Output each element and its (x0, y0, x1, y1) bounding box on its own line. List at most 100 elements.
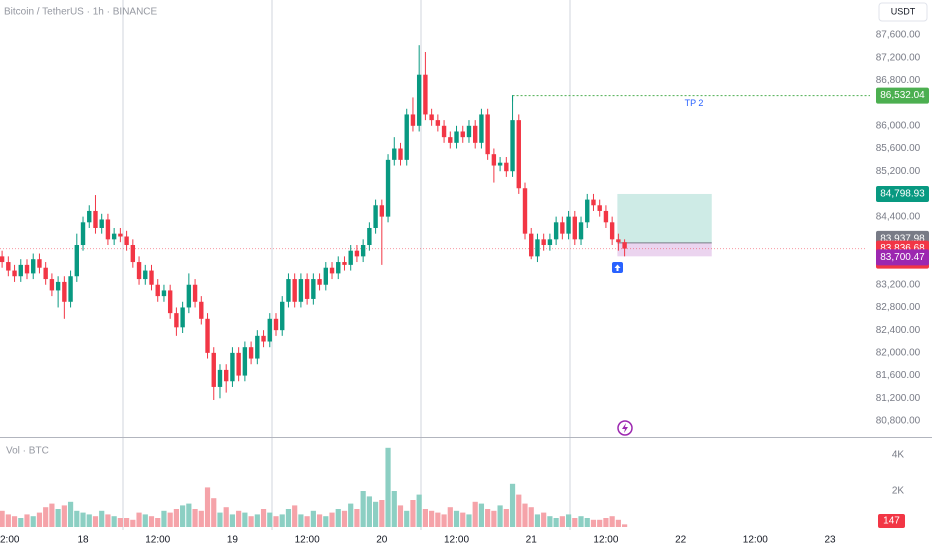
volume-bar (173, 509, 179, 527)
stop-zone (617, 242, 712, 257)
candle-body (473, 125, 478, 143)
candle-body (416, 74, 422, 126)
volume-bar (572, 518, 578, 527)
volume-bar (204, 487, 211, 527)
candle-body (354, 250, 360, 257)
x-tick-label: 21 (526, 535, 538, 546)
currency-box[interactable] (878, 2, 928, 22)
y-tick-label: 87,200.00 (876, 52, 921, 63)
volume-bar (348, 503, 354, 527)
y-tick-label: 86,800.00 (876, 75, 921, 86)
x-tick-label: 2:00 (0, 535, 20, 546)
event-icon[interactable] (617, 420, 633, 436)
candle-body (541, 239, 546, 246)
candle-body (560, 222, 565, 234)
volume-bar (24, 514, 30, 527)
candle-body (609, 222, 615, 240)
candle-body (304, 279, 310, 299)
candle-body (255, 335, 260, 359)
volume-bar (5, 514, 11, 527)
candle-body (591, 199, 596, 206)
volume-bar (124, 518, 130, 527)
y-tick-label: 82,400.00 (876, 325, 921, 336)
volume-bar (379, 500, 385, 527)
candle-body (423, 74, 428, 115)
volume-bar (597, 519, 603, 527)
volume-bar (161, 510, 167, 527)
volume-bar (528, 507, 534, 527)
candle-body (485, 114, 490, 155)
candle-body (217, 369, 223, 387)
y-tick-label: 80,800.00 (876, 416, 921, 427)
volume-bar (435, 512, 441, 527)
volume-tick-label: 4K (892, 450, 905, 461)
candle-body (186, 284, 192, 308)
volume-bar (609, 516, 615, 527)
volume-bar (603, 518, 609, 527)
volume-bar (80, 512, 86, 527)
candle-body (43, 267, 48, 280)
volume-bar (466, 514, 472, 527)
candle-body (12, 270, 17, 277)
candle-body (161, 290, 167, 297)
candle-body (553, 222, 559, 240)
volume-bar (397, 505, 404, 527)
entry-text: 83,937.98 (880, 233, 925, 244)
volume-bar (279, 514, 285, 527)
y-tick-label: 86,000.00 (876, 120, 921, 131)
volume-bar (67, 501, 74, 527)
y-tick-label: 81,600.00 (876, 370, 921, 381)
candle-body (597, 205, 602, 211)
candle-body (167, 290, 173, 314)
candle-body (49, 279, 55, 291)
candle-body (37, 259, 42, 268)
volume-bar (43, 507, 49, 527)
volume-bar (373, 501, 379, 527)
x-tick-label: 12:00 (295, 535, 320, 546)
candle-body (336, 262, 341, 274)
volume-bar (49, 503, 55, 527)
volume-bar (503, 509, 509, 527)
candle-body (404, 114, 409, 160)
x-tick-label: 12:00 (145, 535, 170, 546)
candle-body (80, 222, 86, 246)
candle-body (385, 159, 391, 217)
y-tick-label: 82,800.00 (876, 302, 921, 313)
volume-bar (447, 507, 453, 527)
volume-bar (316, 514, 323, 527)
candle-body (572, 216, 577, 240)
volume-bar (267, 512, 273, 527)
volume-tick-label: 2K (892, 486, 905, 497)
candle-body (118, 233, 123, 237)
volume-bar (441, 514, 447, 527)
candle-body (392, 148, 397, 160)
candle-body (236, 352, 241, 376)
volume-bar (167, 512, 173, 527)
volume-bar (429, 510, 435, 527)
candle-body (230, 352, 235, 382)
candle-body (504, 162, 509, 172)
x-tick-label: 22 (675, 535, 687, 546)
volume-bar (142, 514, 148, 527)
candle-body (124, 236, 129, 246)
volume-bar (136, 512, 142, 527)
y-tick-label: 84,400.00 (876, 211, 921, 222)
volume-bar (198, 510, 204, 527)
volume-bar (491, 510, 497, 527)
candle-body (242, 347, 248, 376)
volume-bar (522, 503, 528, 527)
volume-bar (242, 512, 248, 527)
candle-body (329, 267, 335, 274)
volume-bar (260, 509, 267, 527)
candle-body (516, 120, 521, 189)
candle-body (585, 199, 590, 223)
candle-body (616, 239, 621, 243)
y-tick-label: 85,200.00 (876, 166, 921, 177)
candle-body (491, 154, 497, 166)
volume-bar (148, 516, 155, 527)
candle-body (292, 279, 297, 302)
y-tick-label: 81,200.00 (876, 393, 921, 404)
candle-body (136, 262, 142, 280)
